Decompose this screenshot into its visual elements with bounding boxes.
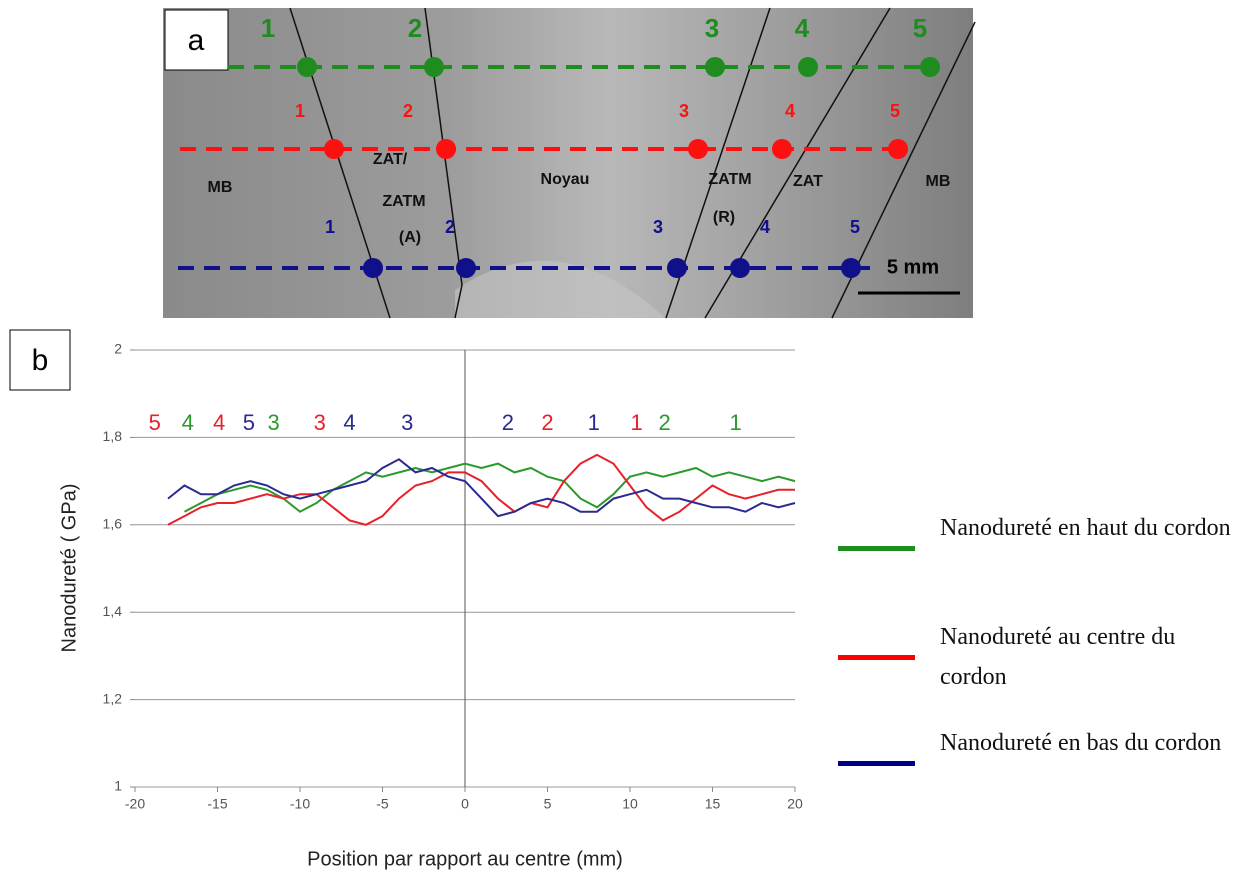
zone-label: MB xyxy=(208,179,233,196)
panel-a: 1 2 3 4 5 1 2 3 4 5 1 2 3 4 5 MB ZAT/ZATM (A) Noyau ZATM (R)… xyxy=(178,13,950,278)
zone-label: ZAT xyxy=(793,173,823,190)
zone-label: ZATM xyxy=(382,193,425,210)
zone-label: (A) xyxy=(399,229,421,246)
legend-swatch xyxy=(838,655,915,660)
x-tick-label: 10 xyxy=(622,796,638,812)
panel-label-box xyxy=(9,329,71,391)
x-tick-label: 15 xyxy=(705,796,721,812)
point-number: 4 xyxy=(785,101,795,121)
point-number: 3 xyxy=(653,217,663,237)
panel-label-box xyxy=(164,9,229,71)
point-number: 2 xyxy=(403,101,413,121)
annotation: 2 xyxy=(659,410,671,435)
y-axis-label: Nanodureté ( GPa) xyxy=(58,484,80,653)
legend-label: Nanodureté en haut du cordon xyxy=(940,515,1231,541)
y-tick-label: 1,2 xyxy=(103,690,123,706)
zone-label: MB xyxy=(926,173,951,190)
x-tick-label: 20 xyxy=(787,796,803,812)
y-tick-label: 2 xyxy=(114,341,122,357)
annotation: 1 xyxy=(630,410,642,435)
measure-point xyxy=(772,139,792,159)
point-number: 4 xyxy=(760,217,770,237)
point-number: 3 xyxy=(705,13,719,43)
series-line xyxy=(184,462,796,513)
legend-swatch xyxy=(838,546,915,551)
panel-b: 11,21,41,61,82-20 -15 -10 -5 0 5 10 15 205 4 4 5 3 3 4… xyxy=(103,341,803,812)
annotation: 3 xyxy=(314,410,326,435)
measure-point xyxy=(456,258,476,278)
measure-point xyxy=(363,258,383,278)
x-tick-label: -10 xyxy=(290,796,310,812)
panel-label: a xyxy=(188,24,205,57)
y-tick-label: 1,4 xyxy=(103,603,123,619)
legend-label: Nanodureté en bas du cordon xyxy=(940,730,1222,756)
point-number: 2 xyxy=(408,13,422,43)
scale-label: 5 mm xyxy=(887,256,939,278)
measure-point xyxy=(798,57,818,77)
annotation: 4 xyxy=(213,410,225,435)
annotation: 5 xyxy=(243,410,255,435)
point-number: 1 xyxy=(261,13,275,43)
legend-swatch xyxy=(838,761,915,766)
annotation: 3 xyxy=(401,410,413,435)
point-number: 5 xyxy=(890,101,900,121)
x-tick-label: 0 xyxy=(461,796,469,812)
annotation: 1 xyxy=(729,410,741,435)
x-tick-label: -5 xyxy=(376,796,389,812)
annotation: 1 xyxy=(588,410,600,435)
annotation: 4 xyxy=(182,410,194,435)
zone-label: ZAT/ xyxy=(373,151,408,168)
measure-point xyxy=(688,139,708,159)
measure-point xyxy=(424,57,444,77)
measure-point xyxy=(667,258,687,278)
x-tick-label: 5 xyxy=(544,796,552,812)
annotation: 2 xyxy=(541,410,553,435)
measure-point xyxy=(888,139,908,159)
nugget xyxy=(455,260,665,318)
measure-point xyxy=(705,57,725,77)
annotation: 2 xyxy=(502,410,514,435)
point-number: 4 xyxy=(795,13,810,43)
point-number: 5 xyxy=(913,13,927,43)
zone-label: Noyau xyxy=(541,171,590,188)
measure-point xyxy=(841,258,861,278)
series-line xyxy=(167,458,796,518)
annotation: 3 xyxy=(267,410,279,435)
x-tick-label: -15 xyxy=(207,796,227,812)
measure-point xyxy=(324,139,344,159)
y-tick-label: 1,6 xyxy=(103,516,123,532)
x-axis-label: Position par rapport au centre (mm) xyxy=(307,848,623,870)
series-line xyxy=(167,453,795,526)
measure-point xyxy=(436,139,456,159)
x-tick-label: -20 xyxy=(125,796,145,812)
zone-label: (R) xyxy=(713,209,735,226)
point-number: 1 xyxy=(295,101,305,121)
y-tick-label: 1,8 xyxy=(103,428,123,444)
measure-point xyxy=(920,57,940,77)
zone-label: ZATM xyxy=(708,171,751,188)
annotation: 5 xyxy=(149,410,161,435)
legend-label: Nanodureté au centre du cordon xyxy=(940,624,1176,690)
annotation: 4 xyxy=(343,410,355,435)
point-number: 5 xyxy=(850,217,860,237)
panel-label: b xyxy=(32,344,49,377)
point-number: 2 xyxy=(445,217,455,237)
measure-point xyxy=(730,258,750,278)
measure-point xyxy=(297,57,317,77)
point-number: 3 xyxy=(679,101,689,121)
y-tick-label: 1 xyxy=(114,778,122,794)
point-number: 1 xyxy=(325,217,335,237)
